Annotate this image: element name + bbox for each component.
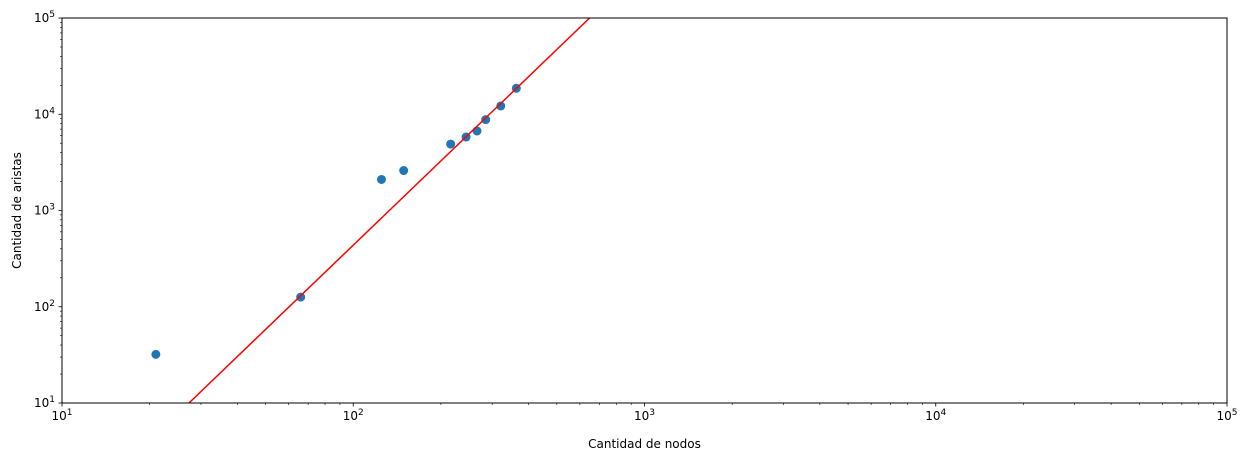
data-point xyxy=(296,292,306,302)
plot-frame xyxy=(61,17,1228,404)
x-axis-label: Cantidad de nodos xyxy=(588,437,701,451)
fit-line xyxy=(188,18,591,403)
data-point xyxy=(151,349,161,359)
x-tick-label: 101 xyxy=(51,408,72,423)
data-point xyxy=(496,101,506,111)
y-tick-label: 102 xyxy=(34,299,55,314)
x-tick-label: 103 xyxy=(634,408,655,423)
data-point xyxy=(446,139,456,149)
series-layer xyxy=(151,18,591,403)
minor-ticks xyxy=(60,22,1214,405)
y-tick-label: 101 xyxy=(34,395,55,410)
x-tick-label: 102 xyxy=(343,408,364,423)
x-tick-label: 105 xyxy=(1216,408,1237,423)
y-tick-label: 105 xyxy=(34,10,55,25)
x-tick-labels: 101 102 103 104 105 xyxy=(51,408,1237,423)
x-tick-label: 104 xyxy=(925,408,946,423)
data-point xyxy=(472,126,482,136)
y-axis-label: Cantidad de aristas xyxy=(10,152,24,269)
data-point xyxy=(376,174,386,184)
y-tick-labels: 101 102 103 104 105 xyxy=(34,10,55,410)
y-tick-label: 103 xyxy=(34,203,55,218)
data-point xyxy=(481,115,491,125)
data-point xyxy=(399,166,409,176)
major-ticks xyxy=(58,17,1228,407)
y-tick-label: 104 xyxy=(34,106,55,121)
